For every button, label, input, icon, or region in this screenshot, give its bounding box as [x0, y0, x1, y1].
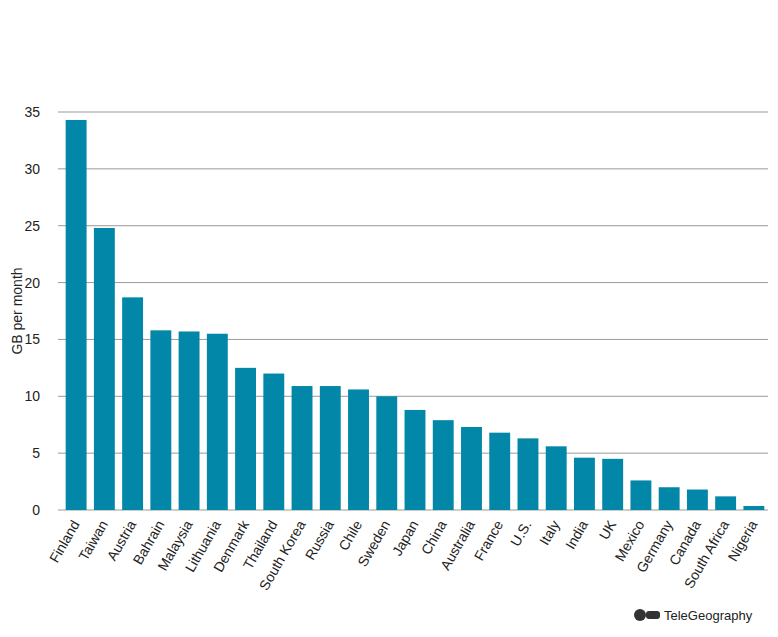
y-tick-label: 20 — [24, 275, 40, 291]
bar — [179, 331, 200, 510]
source-label: TeleGeography — [664, 608, 753, 623]
bar — [263, 374, 284, 510]
bar — [546, 446, 567, 510]
y-tick-label: 30 — [24, 161, 40, 177]
grid-line — [58, 225, 768, 226]
x-tick-label: Finland — [46, 518, 83, 566]
grid-line — [58, 168, 768, 169]
y-tick-label: 0 — [32, 502, 40, 518]
bar — [94, 228, 115, 510]
x-tick-label: Nigeria — [724, 517, 760, 564]
bar — [235, 368, 256, 510]
x-tick-label: India — [562, 517, 591, 551]
bar — [659, 487, 680, 510]
bar — [433, 420, 454, 510]
source-logo: TeleGeography — [634, 608, 753, 623]
bar — [489, 433, 510, 510]
x-tick-label: Australia — [437, 517, 478, 572]
logo-icon — [634, 609, 646, 621]
x-tick-label: France — [471, 517, 507, 563]
bars — [66, 120, 765, 510]
bar — [207, 334, 228, 510]
grid-line — [58, 282, 768, 283]
bar — [122, 297, 143, 510]
x-tick-label: Russia — [302, 517, 337, 562]
bar — [602, 459, 623, 510]
bar — [518, 438, 539, 510]
y-tick-label: 10 — [24, 388, 40, 404]
bar — [715, 496, 736, 510]
x-tick-label: Japan — [389, 518, 422, 559]
bar — [405, 410, 426, 510]
x-tick-label: U.S. — [507, 518, 534, 550]
bar — [320, 386, 341, 510]
bar — [66, 120, 87, 510]
y-axis-label: GB per month — [9, 267, 25, 354]
grid-line — [58, 112, 768, 113]
bar — [376, 396, 397, 510]
bar — [687, 490, 708, 510]
bar — [630, 480, 651, 510]
x-tick-label: Chile — [335, 517, 365, 553]
y-tick-label: 5 — [32, 445, 40, 461]
x-tick-label: UK — [596, 517, 620, 542]
bar — [743, 506, 764, 510]
y-tick-label: 15 — [24, 331, 40, 347]
bar — [348, 389, 369, 510]
bar — [461, 427, 482, 510]
chart: 05101520253035GB per monthFinlandTaiwanA… — [0, 0, 778, 637]
logo-icon — [646, 611, 660, 619]
x-tick-label: Sweden — [354, 518, 393, 570]
bar — [150, 330, 171, 510]
x-tick-label: Italy — [536, 518, 563, 548]
y-tick-label: 35 — [24, 104, 40, 120]
x-tick-label: Germany — [633, 518, 676, 576]
bar — [292, 386, 313, 510]
y-tick-label: 25 — [24, 218, 40, 234]
bar — [574, 458, 595, 510]
